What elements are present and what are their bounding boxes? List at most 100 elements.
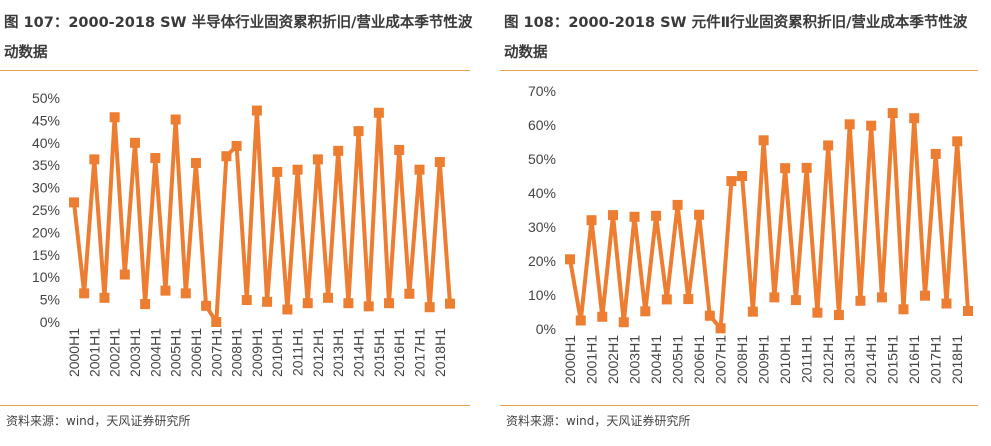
data-point xyxy=(190,157,201,168)
x-tick-label: 2009H1 xyxy=(756,335,772,384)
data-point xyxy=(292,164,303,175)
x-tick-label: 2007H1 xyxy=(208,328,224,377)
left-chart-panel: 图 107：2000-2018 SW 半导体行业固资累积折旧/营业成本季节性波动… xyxy=(0,0,482,446)
data-point xyxy=(251,105,262,116)
data-point xyxy=(844,119,855,130)
x-tick-label: 2005H1 xyxy=(670,335,686,384)
x-tick-label: 2003H1 xyxy=(127,328,143,377)
data-point xyxy=(952,136,963,147)
data-point xyxy=(109,112,120,123)
data-point xyxy=(211,317,222,327)
x-tick-label: 2007H1 xyxy=(713,335,729,384)
data-point xyxy=(833,310,844,321)
y-tick-label: 15% xyxy=(32,247,60,263)
y-tick-label: 0% xyxy=(536,321,556,337)
data-point xyxy=(608,210,619,221)
x-tick-label: 2009H1 xyxy=(249,328,265,377)
y-tick-label: 30% xyxy=(32,180,60,196)
x-tick-label: 2001H1 xyxy=(86,328,102,377)
y-tick-label: 45% xyxy=(32,112,60,128)
semiconductor-line-chart: 0%5%10%15%20%25%30%35%40%45%50%2000H1 200… xyxy=(32,90,455,377)
x-tick-label: 2016H1 xyxy=(391,328,407,377)
data-point xyxy=(221,151,232,162)
y-tick-label: 40% xyxy=(32,135,60,151)
y-tick-label: 70% xyxy=(528,83,556,99)
data-point xyxy=(618,317,629,328)
data-point xyxy=(963,305,973,316)
x-tick-label: 2012H1 xyxy=(310,328,326,377)
x-tick-label: 2000H1 xyxy=(562,335,578,384)
data-point xyxy=(353,126,364,137)
components-line-chart: 0% 10% 20% 30% 40% 50% 60% 70% 2000H1 2001H1 2002H… xyxy=(528,83,973,384)
x-tick-label: 2004H1 xyxy=(147,328,163,377)
x-tick-label: 2002H1 xyxy=(605,335,621,384)
x-tick-label: 2008H1 xyxy=(734,335,750,384)
x-tick-label: 2018H1 xyxy=(949,335,965,384)
data-point xyxy=(704,310,715,321)
x-tick-label: 2011H1 xyxy=(799,335,815,383)
chart-title: 图 107：2000-2018 SW 半导体行业固资累积折旧/营业成本季节性波动… xyxy=(4,15,473,61)
data-point xyxy=(651,210,662,221)
data-point xyxy=(876,292,887,303)
data-point xyxy=(89,154,100,165)
data-point xyxy=(941,298,952,309)
data-point xyxy=(629,211,640,222)
x-tick-label: 2011H1 xyxy=(290,328,306,376)
y-tick-label: 10% xyxy=(32,269,60,285)
data-point xyxy=(323,292,334,303)
x-tick-label: 2008H1 xyxy=(229,328,245,377)
data-point xyxy=(887,108,898,119)
divider-bottom xyxy=(0,405,470,406)
x-tick-label: 2015H1 xyxy=(885,335,901,384)
x-tick-label: 2012H1 xyxy=(820,335,836,384)
data-point xyxy=(373,107,384,118)
y-tick-label: 0% xyxy=(40,314,60,330)
data-point xyxy=(586,215,597,226)
data-point xyxy=(99,292,110,303)
data-point xyxy=(302,298,313,309)
data-point xyxy=(140,299,151,310)
x-tick-label: 2010H1 xyxy=(777,335,793,384)
data-point xyxy=(715,323,726,334)
x-tick-label: 2001H1 xyxy=(584,335,600,384)
data-point xyxy=(312,154,323,165)
data-point xyxy=(726,176,737,187)
data-point xyxy=(424,302,435,313)
divider-bottom xyxy=(500,405,978,406)
data-point xyxy=(919,290,930,301)
data-point xyxy=(823,140,834,151)
x-tick-label: 2014H1 xyxy=(351,328,367,377)
x-tick-label: 2000H1 xyxy=(66,328,82,377)
data-point xyxy=(575,315,586,326)
data-point xyxy=(414,164,425,175)
divider-top xyxy=(0,70,470,71)
x-tick-label: 2013H1 xyxy=(330,328,346,377)
data-point xyxy=(180,288,191,299)
data-point xyxy=(404,288,415,299)
data-point xyxy=(694,209,705,220)
x-tick-label: 2005H1 xyxy=(168,328,184,377)
data-point xyxy=(790,295,801,306)
y-tick-label: 60% xyxy=(528,117,556,133)
series-line xyxy=(72,108,452,324)
x-tick-label: 2006H1 xyxy=(188,328,204,377)
data-point xyxy=(434,157,445,168)
data-point xyxy=(343,298,354,309)
data-point xyxy=(661,294,672,305)
data-point xyxy=(69,197,79,208)
x-tick-label: 2006H1 xyxy=(691,335,707,384)
data-point xyxy=(780,163,791,174)
data-point xyxy=(737,171,748,181)
right-chart-panel: 图 108：2000-2018 SW 元件Ⅱ行业固资累积折旧/营业成本季节性波动… xyxy=(500,0,991,446)
source-note: 资料来源：wind，天风证券研究所 xyxy=(506,414,691,428)
data-point xyxy=(640,306,651,317)
data-point xyxy=(241,295,252,306)
x-tick-label: 2002H1 xyxy=(107,328,123,377)
x-tick-label: 2003H1 xyxy=(627,335,643,384)
data-point xyxy=(812,307,823,318)
y-tick-label: 10% xyxy=(528,287,556,303)
data-point xyxy=(801,162,812,173)
y-tick-label: 5% xyxy=(40,292,60,308)
divider-top xyxy=(500,70,978,71)
data-point xyxy=(866,120,877,131)
